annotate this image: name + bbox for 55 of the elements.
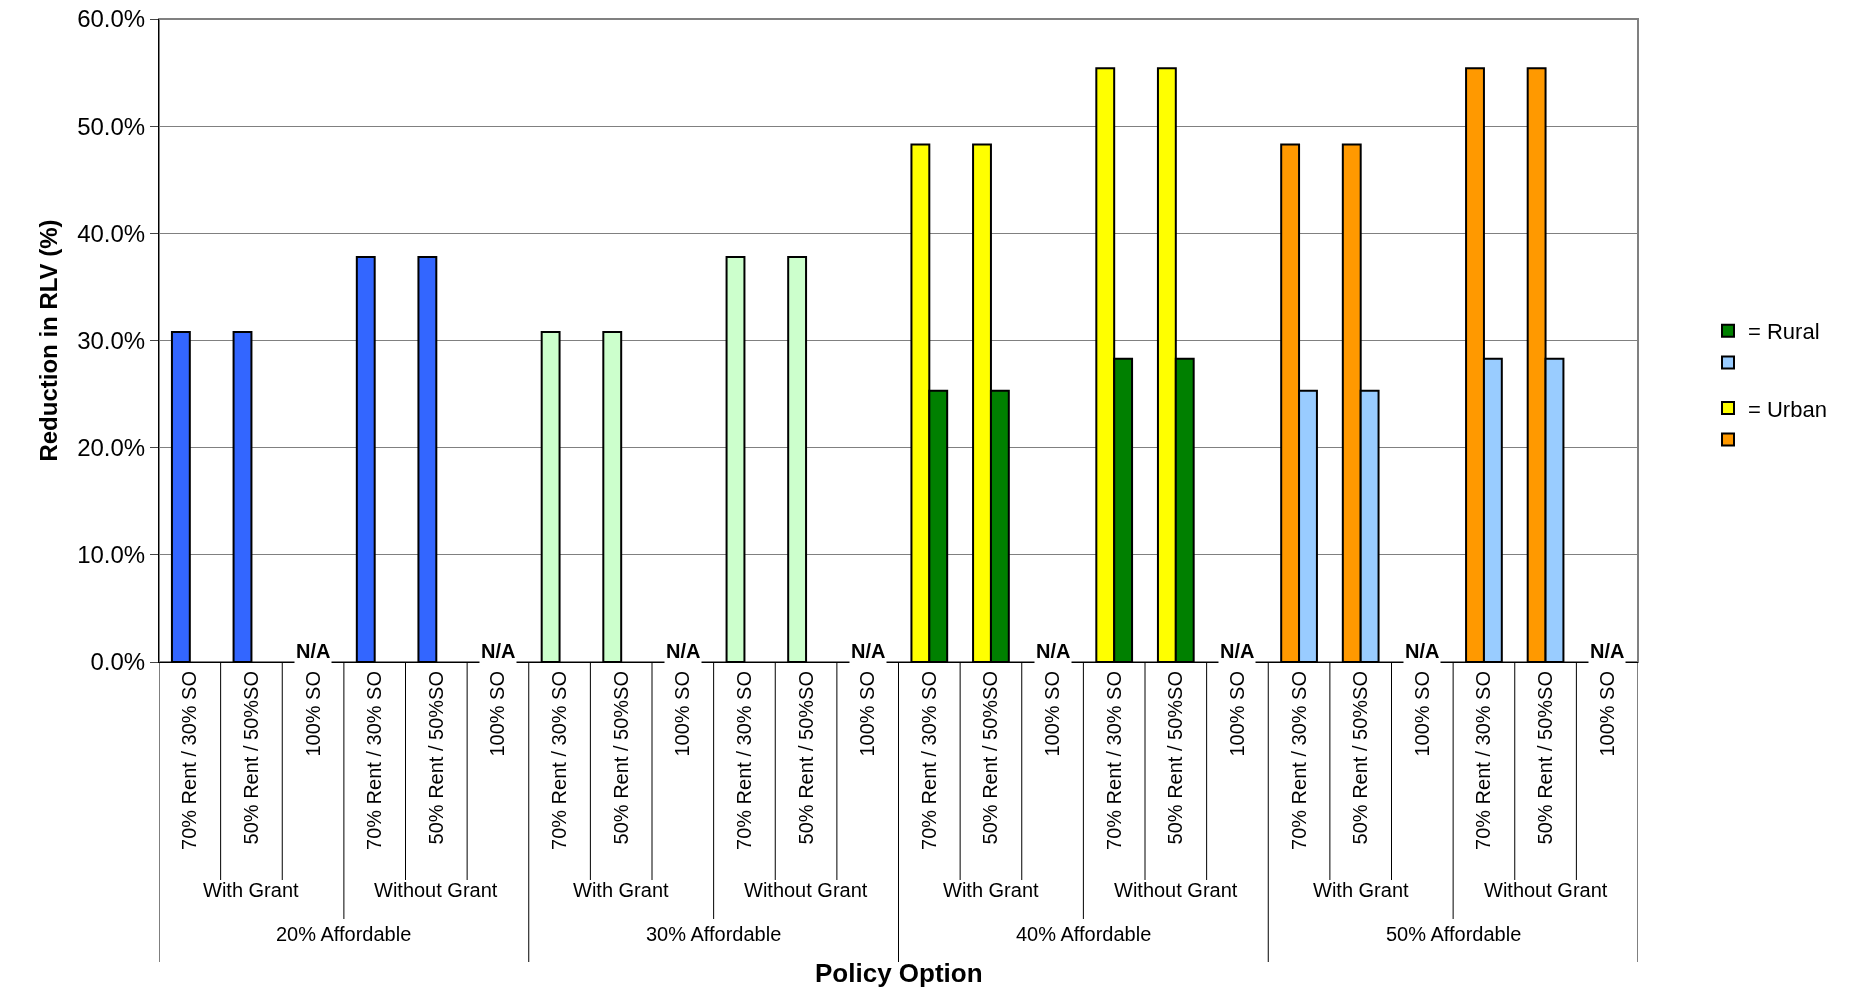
text: N/A bbox=[666, 640, 701, 662]
text: N/A bbox=[851, 640, 886, 662]
text: Without Grant bbox=[374, 879, 498, 901]
text: 50% Affordable bbox=[1386, 923, 1522, 945]
x-tick-label: 70% Rent / 30% SO bbox=[732, 671, 755, 850]
text: 40% Affordable bbox=[1016, 923, 1152, 945]
text: Without Grant bbox=[1114, 879, 1238, 901]
x-tick-label: 70% Rent / 30% SO bbox=[1287, 671, 1310, 850]
text: 30% Affordable bbox=[646, 923, 782, 945]
y-tick-label: 0.0% bbox=[90, 648, 146, 676]
x-tick-label: 70% Rent / 30% SO bbox=[1472, 671, 1495, 850]
text: N/A bbox=[1590, 640, 1625, 662]
x-tick-label: 100% SO bbox=[486, 671, 509, 757]
text: N/A bbox=[1220, 640, 1255, 662]
text: N/A bbox=[1036, 640, 1071, 662]
y-tick-label: 60.0% bbox=[77, 5, 146, 33]
text: Without Grant bbox=[1484, 879, 1608, 901]
x-tick-label: 100% SO bbox=[671, 671, 694, 757]
x-tick-label: 100% SO bbox=[1595, 671, 1618, 757]
y-tick-label: 50.0% bbox=[77, 112, 146, 140]
text: N/A bbox=[481, 640, 516, 662]
text: Without Grant bbox=[744, 879, 868, 901]
x-axis-title: Policy Option bbox=[815, 958, 983, 988]
text: With Grant bbox=[203, 879, 300, 901]
x-tick-label: 100% SO bbox=[856, 671, 879, 757]
x-tick-label: 50% Rent / 50%SO bbox=[1349, 671, 1372, 845]
x-tick-label: 70% Rent / 30% SO bbox=[548, 671, 571, 850]
text: With Grant bbox=[573, 879, 670, 901]
x-tick-label: 50% Rent / 50%SO bbox=[609, 671, 632, 845]
x-tick-label: 100% SO bbox=[1041, 671, 1064, 757]
x-tick-label: 50% Rent / 50%SO bbox=[979, 671, 1002, 845]
y-axis-title: Reduction in RLV (%) bbox=[35, 219, 63, 462]
x-tick-label: 70% Rent / 30% SO bbox=[178, 671, 201, 850]
y-tick-label: 30.0% bbox=[77, 326, 146, 354]
x-tick-label: 50% Rent / 50%SO bbox=[794, 671, 817, 845]
y-tick-label: 40.0% bbox=[77, 219, 146, 247]
x-tick-label: 70% Rent / 30% SO bbox=[1102, 671, 1125, 850]
text: With Grant bbox=[1313, 879, 1410, 901]
x-tick-label: 50% Rent / 50%SO bbox=[1164, 671, 1187, 845]
text: 20% Affordable bbox=[276, 923, 412, 945]
text: N/A bbox=[1405, 640, 1440, 662]
x-tick-label: 100% SO bbox=[301, 671, 324, 757]
x-tick-label: 70% Rent / 30% SO bbox=[917, 671, 940, 850]
legend-label: = Rural bbox=[1748, 319, 1820, 345]
x-tick-label: 100% SO bbox=[1410, 671, 1433, 757]
x-tick-label: 50% Rent / 50%SO bbox=[424, 671, 447, 845]
text: N/A bbox=[296, 640, 331, 662]
x-tick-label: 50% Rent / 50%SO bbox=[1534, 671, 1557, 845]
legend-label: = Urban bbox=[1748, 396, 1827, 422]
x-tick-label: 70% Rent / 30% SO bbox=[363, 671, 386, 850]
text: With Grant bbox=[943, 879, 1040, 901]
y-tick-label: 10.0% bbox=[77, 541, 146, 569]
x-tick-label: 50% Rent / 50%SO bbox=[239, 671, 262, 845]
x-tick-label: 100% SO bbox=[1225, 671, 1248, 757]
y-tick-label: 20.0% bbox=[77, 434, 146, 462]
